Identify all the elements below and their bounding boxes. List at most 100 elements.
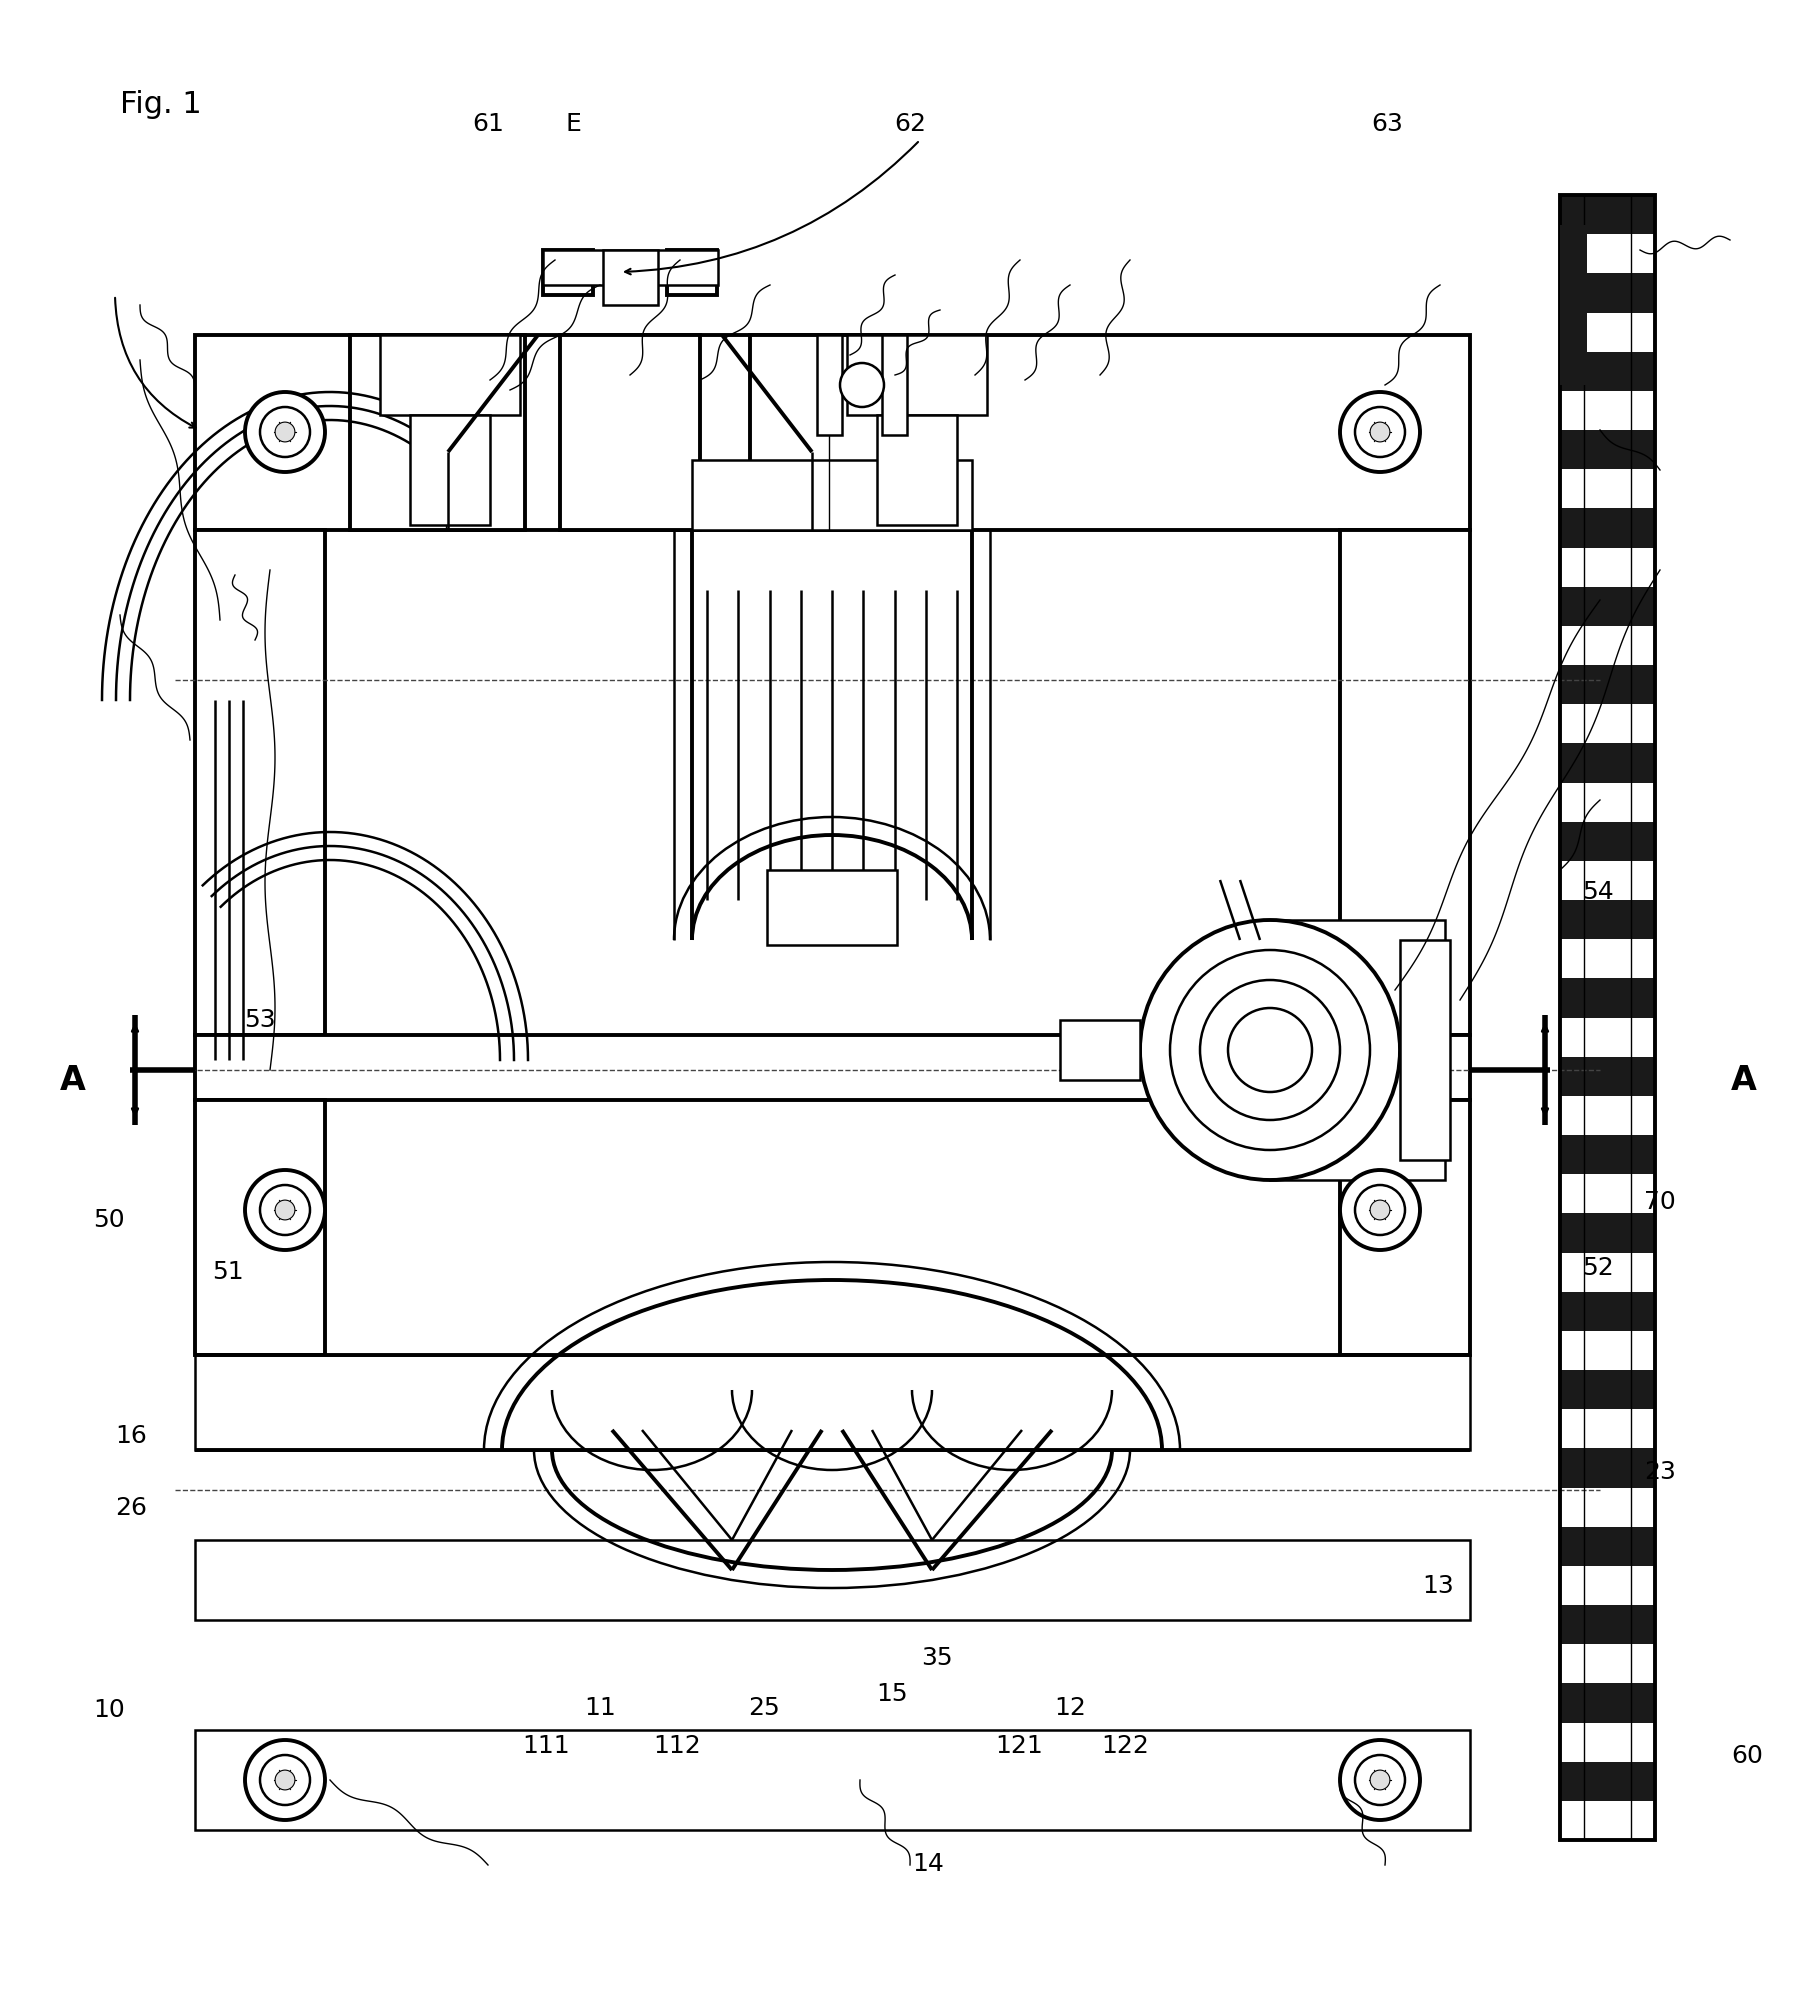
Bar (1560, 1214, 1654, 1252)
Bar (1560, 1762, 1654, 1802)
Bar (766, 870, 897, 946)
Text: 111: 111 (522, 1734, 570, 1758)
Circle shape (260, 1184, 309, 1234)
Bar (1560, 1684, 1654, 1722)
Bar (1560, 508, 1654, 548)
Circle shape (1340, 1740, 1420, 1820)
Bar (542, 250, 719, 284)
Circle shape (1340, 1170, 1420, 1250)
Bar (1560, 1018, 1654, 1058)
Bar (1560, 1722, 1654, 1762)
Bar (195, 530, 326, 1036)
Bar (1560, 1800, 1654, 1840)
Bar (1560, 860, 1654, 900)
Text: 25: 25 (748, 1696, 781, 1720)
Bar (1560, 1136, 1654, 1174)
Bar (1560, 822, 1654, 862)
Circle shape (260, 1756, 309, 1804)
Bar (602, 250, 659, 304)
Circle shape (1170, 950, 1370, 1150)
Circle shape (246, 1170, 326, 1250)
Bar (1560, 224, 1587, 384)
Text: 61: 61 (471, 112, 504, 136)
Text: A: A (60, 1064, 86, 1096)
Bar (195, 1356, 1471, 1450)
Bar (1560, 352, 1654, 392)
Bar (195, 1540, 1471, 1620)
Bar (1560, 390, 1654, 430)
Text: 52: 52 (1582, 1256, 1614, 1280)
Bar (1560, 940, 1654, 978)
Bar (1560, 1488, 1654, 1528)
Bar (1560, 626, 1654, 666)
Bar (1560, 196, 1654, 234)
Text: 121: 121 (996, 1734, 1043, 1758)
Bar (692, 460, 972, 530)
Text: 53: 53 (244, 1008, 277, 1032)
Bar (877, 416, 957, 524)
Bar (1560, 1526, 1654, 1566)
Circle shape (1356, 408, 1405, 458)
Bar (195, 334, 1471, 530)
Text: 12: 12 (1054, 1696, 1087, 1720)
Bar (349, 334, 524, 530)
Text: Fig. 1: Fig. 1 (120, 90, 202, 120)
Circle shape (246, 392, 326, 472)
Text: 15: 15 (875, 1682, 908, 1706)
Bar (1340, 1100, 1471, 1356)
Text: 23: 23 (1643, 1460, 1676, 1484)
Bar (1560, 1370, 1654, 1410)
Bar (1270, 920, 1445, 1180)
Bar (380, 334, 521, 416)
Bar (1560, 548, 1654, 588)
Bar (1560, 1566, 1654, 1606)
Bar (1560, 274, 1654, 312)
Circle shape (275, 1200, 295, 1220)
Circle shape (1199, 980, 1340, 1120)
Bar (1560, 900, 1654, 940)
Bar (1560, 1096, 1654, 1136)
Bar (1560, 234, 1654, 274)
Text: 54: 54 (1582, 880, 1614, 904)
Circle shape (1139, 920, 1400, 1180)
Circle shape (260, 408, 309, 458)
Bar (1560, 470, 1654, 508)
Bar (750, 334, 925, 530)
Text: E: E (566, 112, 581, 136)
Bar (1560, 1292, 1654, 1332)
Text: A: A (1731, 1064, 1756, 1096)
Bar (846, 334, 986, 416)
Bar (195, 1100, 326, 1356)
Bar (1560, 1330, 1654, 1370)
Bar (542, 250, 593, 294)
Bar (1560, 704, 1654, 744)
Text: 62: 62 (894, 112, 926, 136)
Text: 16: 16 (115, 1424, 147, 1448)
Bar (1560, 1410, 1654, 1448)
Text: 14: 14 (912, 1852, 945, 1876)
Bar (1560, 664, 1654, 704)
Bar (1560, 196, 1654, 1840)
Bar (1560, 1448, 1654, 1488)
Circle shape (1356, 1184, 1405, 1234)
Circle shape (841, 364, 885, 408)
Text: 10: 10 (93, 1698, 126, 1722)
Text: 13: 13 (1421, 1574, 1454, 1598)
Text: 70: 70 (1643, 1190, 1676, 1214)
Bar (195, 1036, 1471, 1100)
Text: 63: 63 (1370, 112, 1403, 136)
Bar (561, 334, 701, 530)
Text: 35: 35 (921, 1646, 954, 1670)
Bar (1560, 1604, 1654, 1644)
Circle shape (246, 1740, 326, 1820)
Bar (195, 1730, 1471, 1830)
Bar (1340, 530, 1471, 1036)
Bar (1560, 1252, 1654, 1292)
Circle shape (1228, 1008, 1312, 1092)
Circle shape (1356, 1756, 1405, 1804)
Bar (1400, 940, 1451, 1160)
Text: 60: 60 (1731, 1744, 1764, 1768)
Circle shape (275, 422, 295, 442)
Text: 11: 11 (584, 1696, 617, 1720)
Bar (410, 416, 490, 524)
